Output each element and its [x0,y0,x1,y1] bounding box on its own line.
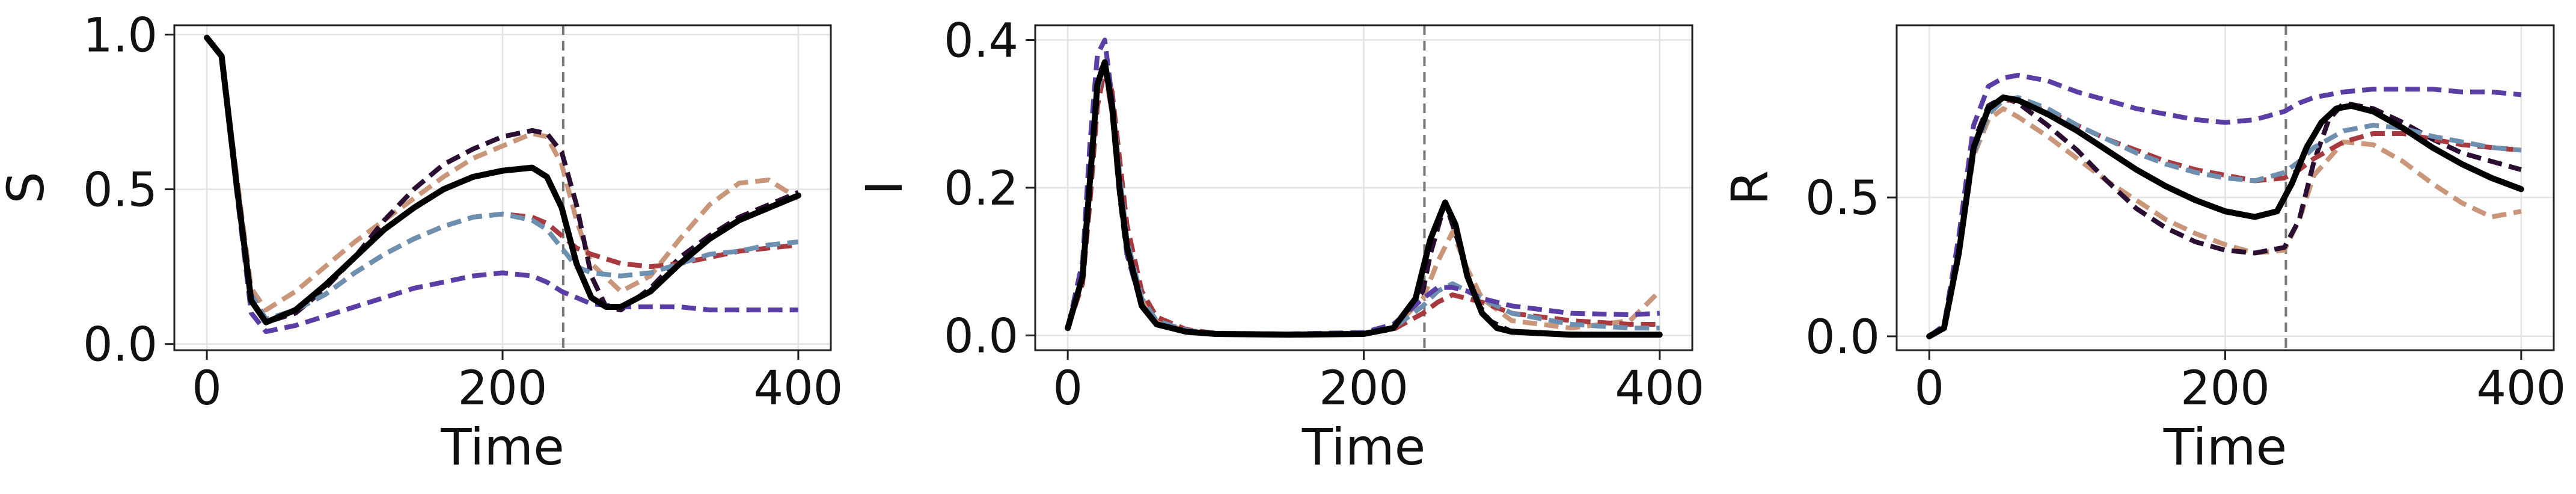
x-axis-label: Time [440,418,564,477]
y-tick-label: 1.0 [83,8,158,63]
series-line-i-5 [1065,59,1663,338]
panel-i: 0 200 400 0.0 0.2 0.4 Time I [855,14,1704,477]
series-line-s-0 [204,36,800,313]
y-tick-label: 0.5 [83,164,158,218]
x-tick-label: 400 [1615,362,1704,416]
y-tick-label: 0.0 [944,309,1018,363]
x-tick-label: 200 [1319,362,1409,416]
series-line-r-5 [1926,94,2524,339]
x-tick-label: 400 [753,362,843,416]
x-tick-label: 200 [2180,362,2270,416]
series-line-s-5 [204,34,801,326]
x-tick-label: 0 [192,362,222,416]
x-tick-label: 0 [1914,362,1944,416]
y-axis-label: I [855,181,914,196]
x-tick-label: 0 [1053,362,1083,416]
y-tick-label: 0.2 [944,162,1018,216]
series-line-r-3 [1928,95,2522,339]
panel-s: 0 200 400 0.0 0.5 1.0 Time S [0,8,843,477]
y-axis-label: R [1721,170,1779,205]
x-axis-label: Time [2163,418,2287,477]
series-line-r-2 [1928,97,2522,339]
y-tick-label: 0.4 [944,14,1018,69]
y-tick-label: 0.0 [83,318,158,372]
panel-r: 0 200 400 0.0 0.5 Time R [1721,24,2566,477]
y-axis-label: S [0,171,55,203]
x-tick-label: 200 [458,362,548,416]
series-line-s-4 [204,36,798,335]
x-axis-label: Time [1302,418,1426,477]
y-tick-label: 0.0 [1805,310,1880,365]
x-tick-label: 400 [2476,362,2566,416]
series-line-r-4 [1927,73,2522,339]
y-tick-label: 0.5 [1805,171,1880,226]
